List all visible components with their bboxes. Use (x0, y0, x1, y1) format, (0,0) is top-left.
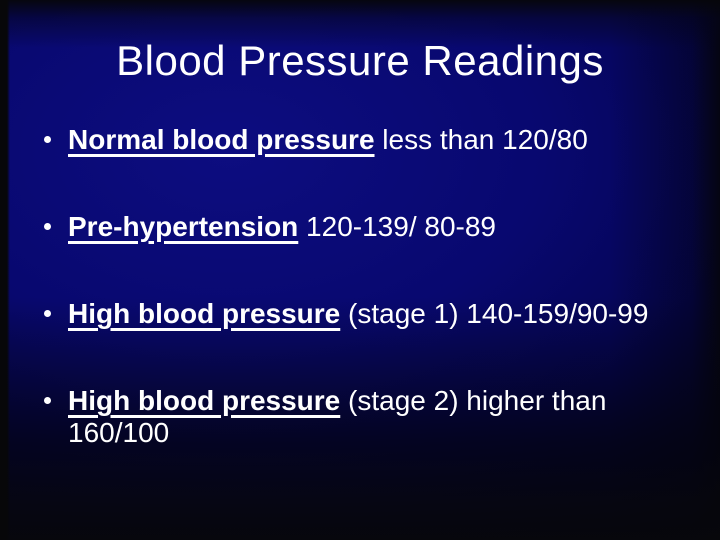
slide-title: Blood Pressure Readings (116, 37, 604, 84)
bullet-lead-text: Pre-hypertension (68, 211, 299, 242)
bullet-item: High blood pressure (stage 2) higher tha… (40, 385, 696, 449)
bullet-item: Pre-hypertension 120-139/ 80-89 (40, 211, 696, 243)
bullet-list: Normal blood pressure less than 120/80 P… (40, 124, 696, 449)
bullet-rest-text: less than 120/80 (374, 124, 588, 155)
bullet-lead-text: High blood pressure (68, 298, 341, 329)
bullet-dot-icon (44, 136, 51, 143)
bullet-dot-icon (44, 397, 51, 404)
bullet-rest-text: (stage 1) 140-159/90-99 (340, 298, 649, 329)
bullet-dot-icon (44, 310, 51, 317)
bullet-rest-text: (stage 2) higher than 160/100 (68, 385, 607, 448)
bullet-item: Normal blood pressure less than 120/80 (40, 124, 696, 156)
bullet-lead-text: Normal blood pressure (68, 124, 375, 155)
bullet-lead-text: High blood pressure (68, 385, 341, 416)
bullet-item: High blood pressure (stage 1) 140-159/90… (40, 298, 696, 330)
bullet-rest-text: 120-139/ 80-89 (298, 211, 496, 242)
bullet-dot-icon (44, 223, 51, 230)
